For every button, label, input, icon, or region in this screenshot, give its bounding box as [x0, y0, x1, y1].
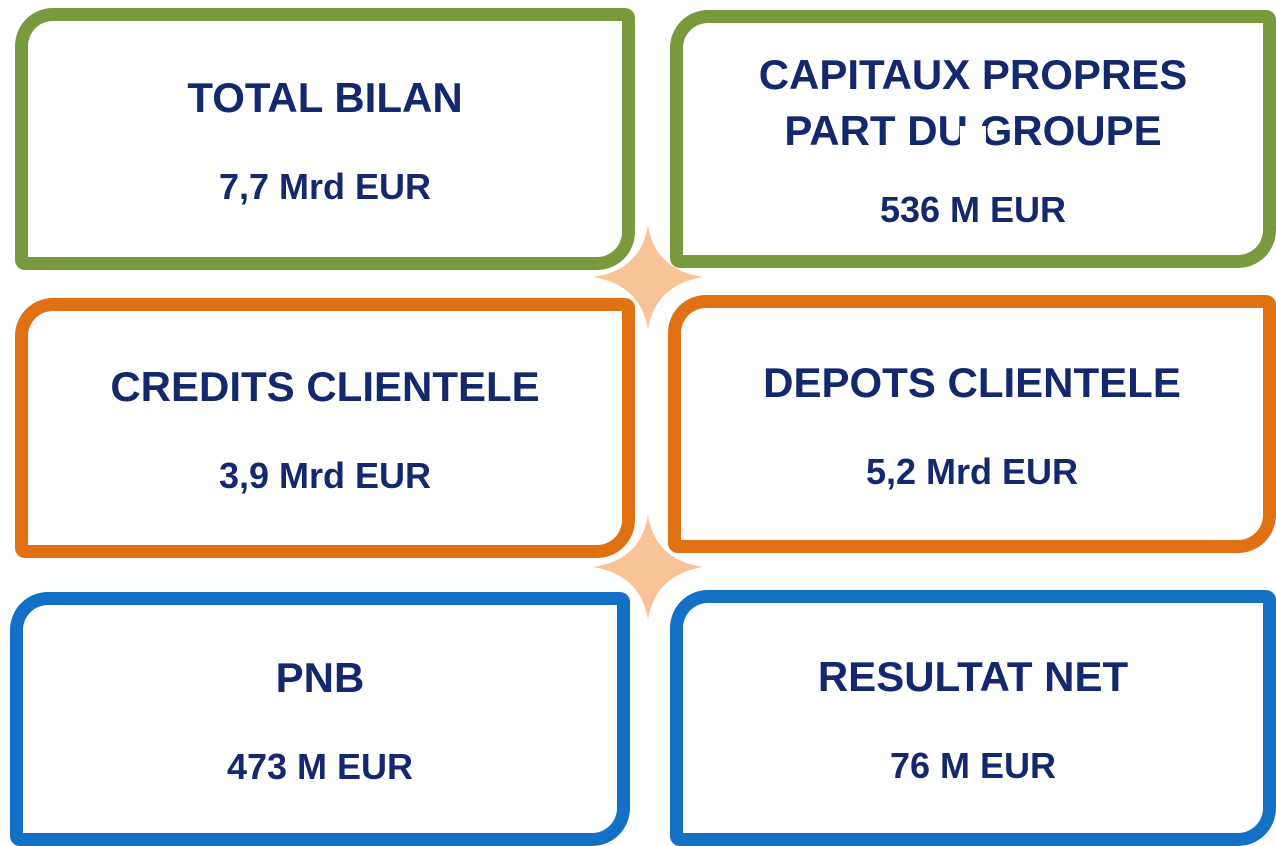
card-title: DEPOTS CLIENTELE: [763, 359, 1181, 406]
card-value: 7,7 Mrd EUR: [218, 166, 432, 207]
card-title: TOTAL BILAN: [187, 74, 463, 121]
card-value: 536 M EUR: [879, 189, 1067, 230]
star-shape: [593, 515, 703, 620]
card-value: 5,2 Mrd EUR: [865, 451, 1079, 492]
card-value: 473 M EUR: [226, 746, 414, 787]
card: CAPITAUX PROPRES PART DU GROUPE 536 M EU…: [670, 10, 1276, 268]
card-title: PNB: [275, 654, 365, 701]
star-shape: [593, 225, 703, 330]
card: CREDITS CLIENTELE 3,9 Mrd EUR: [15, 298, 635, 558]
card-value: 76 M EUR: [889, 745, 1057, 786]
card-value: 3,9 Mrd EUR: [218, 455, 432, 496]
star: [593, 515, 703, 620]
card: TOTAL BILAN 7,7 Mrd EUR: [15, 8, 635, 270]
star: [593, 225, 703, 330]
card: DEPOTS CLIENTELE 5,2 Mrd EUR: [668, 295, 1276, 553]
card-title: CAPITAUX PROPRES PART DU GROUPE: [758, 51, 1188, 154]
card-title: CREDITS CLIENTELE: [110, 363, 540, 410]
card: RESULTAT NET 76 M EUR: [670, 590, 1276, 846]
card: PNB 473 M EUR: [10, 592, 630, 846]
card-title: RESULTAT NET: [817, 653, 1129, 700]
